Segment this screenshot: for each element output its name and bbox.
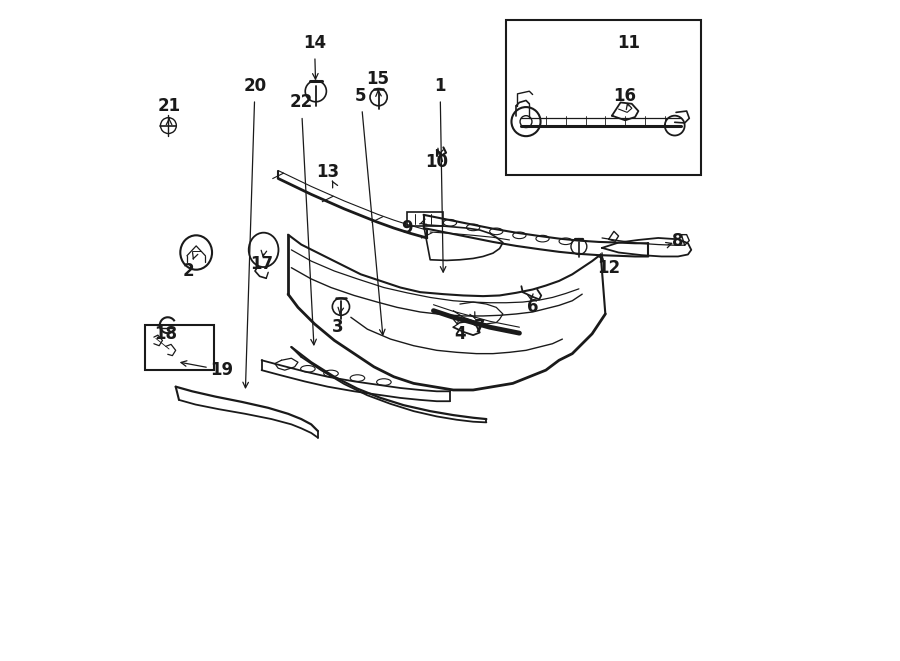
Text: 16: 16	[614, 87, 636, 105]
Text: 2: 2	[183, 262, 194, 280]
Text: 22: 22	[290, 93, 313, 112]
Bar	[145, 325, 214, 370]
Text: 10: 10	[426, 153, 448, 171]
Text: 12: 12	[597, 258, 620, 277]
Text: 1: 1	[435, 77, 446, 95]
Text: 15: 15	[365, 70, 389, 89]
Text: 3: 3	[332, 318, 344, 336]
Text: 13: 13	[316, 163, 339, 181]
Text: 21: 21	[158, 97, 181, 115]
Text: 7: 7	[474, 318, 486, 336]
Text: 6: 6	[526, 298, 538, 317]
Text: 20: 20	[243, 77, 266, 95]
Text: 14: 14	[303, 34, 326, 52]
Text: 19: 19	[211, 361, 233, 379]
Bar	[407, 212, 444, 226]
Text: 17: 17	[250, 255, 274, 274]
Text: 11: 11	[617, 34, 640, 52]
Bar	[506, 20, 701, 175]
Text: 5: 5	[355, 87, 366, 105]
Text: 8: 8	[672, 232, 684, 251]
Text: 18: 18	[154, 325, 177, 343]
Text: 4: 4	[454, 325, 465, 343]
Text: 9: 9	[401, 219, 413, 237]
